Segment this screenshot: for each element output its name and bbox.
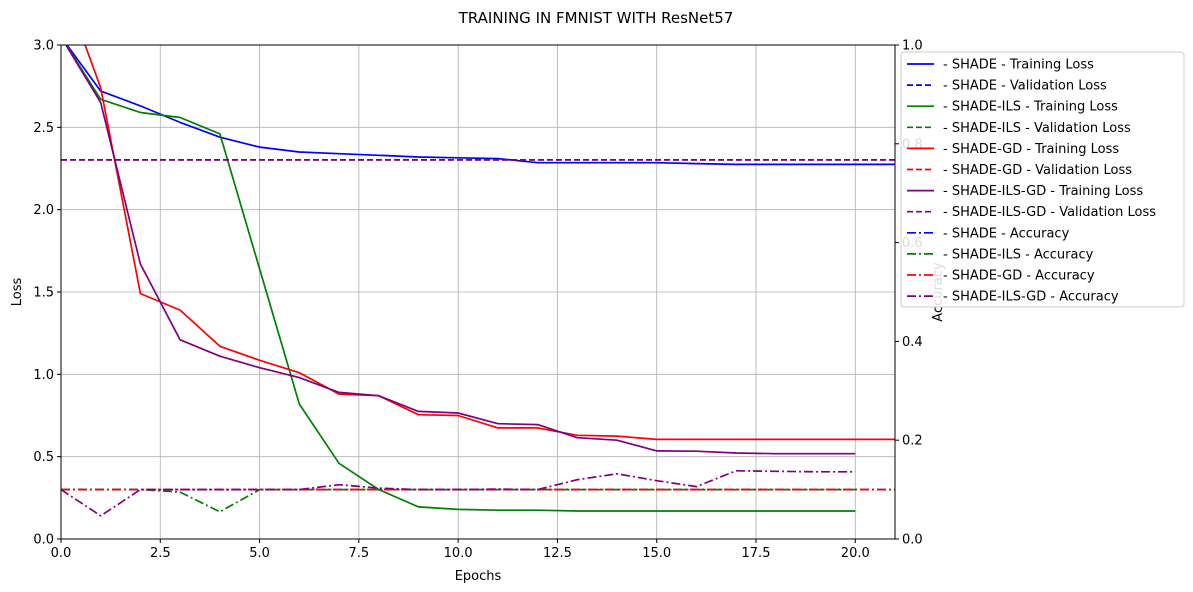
legend-label: - SHADE - Training Loss bbox=[943, 58, 1094, 73]
legend-label: - SHADE - Accuracy bbox=[943, 226, 1070, 241]
series-line-5 bbox=[84, 45, 895, 441]
y-tick-label: 1.0 bbox=[33, 368, 54, 383]
legend-box bbox=[900, 51, 1185, 308]
y2-tick-label: 0.0 bbox=[902, 533, 923, 548]
legend-label: - SHADE-ILS-GD - Accuracy bbox=[943, 290, 1119, 305]
y-axis-label: Loss bbox=[10, 278, 25, 307]
y2-tick-label: 0.4 bbox=[902, 335, 923, 350]
legend-label: - SHADE-ILS-GD - Training Loss bbox=[943, 184, 1143, 199]
x-tick-label: 12.5 bbox=[543, 546, 572, 561]
y-tick-label: 0.0 bbox=[33, 533, 54, 548]
series-line-3 bbox=[65, 45, 856, 512]
x-tick-label: 5.0 bbox=[249, 546, 270, 561]
y2-tick-label: 1.0 bbox=[902, 39, 923, 54]
legend-label: - SHADE-ILS-GD - Validation Loss bbox=[943, 205, 1156, 220]
chart-title: TRAINING IN FMNIST WITH ResNet57 bbox=[458, 9, 734, 27]
x-axis-label: Epochs bbox=[455, 569, 502, 584]
y2-tick-label: 0.2 bbox=[902, 434, 923, 449]
x-tick-label: 17.5 bbox=[742, 546, 771, 561]
legend-label: - SHADE-ILS - Accuracy bbox=[943, 247, 1094, 262]
legend-label: - SHADE - Validation Loss bbox=[943, 79, 1107, 94]
legend: - SHADE - Training Loss - SHADE - Valida… bbox=[900, 51, 1185, 308]
series-lines bbox=[61, 45, 895, 517]
y-tick-label: 1.5 bbox=[33, 286, 54, 301]
series-line-1 bbox=[65, 45, 895, 166]
legend-label: - SHADE-GD - Training Loss bbox=[943, 142, 1119, 157]
legend-label: - SHADE-ILS - Training Loss bbox=[943, 100, 1118, 115]
legend-label: - SHADE-GD - Validation Loss bbox=[943, 163, 1132, 178]
x-tick-label: 2.5 bbox=[150, 546, 171, 561]
y-tick-label: 2.5 bbox=[33, 121, 54, 136]
x-tick-label: 0.0 bbox=[51, 546, 72, 561]
series-line-7 bbox=[64, 45, 856, 455]
legend-label: - SHADE-ILS - Validation Loss bbox=[943, 121, 1131, 136]
series-line-12 bbox=[61, 469, 856, 517]
x-tick-label: 10.0 bbox=[444, 546, 473, 561]
y-tick-label: 2.0 bbox=[33, 203, 54, 218]
y-tick-label: 0.5 bbox=[33, 450, 54, 465]
legend-label: - SHADE-GD - Accuracy bbox=[943, 269, 1095, 284]
x-tick-label: 20.0 bbox=[841, 546, 870, 561]
x-tick-label: 7.5 bbox=[349, 546, 370, 561]
y-tick-label: 3.0 bbox=[33, 39, 54, 54]
x-tick-label: 15.0 bbox=[642, 546, 671, 561]
